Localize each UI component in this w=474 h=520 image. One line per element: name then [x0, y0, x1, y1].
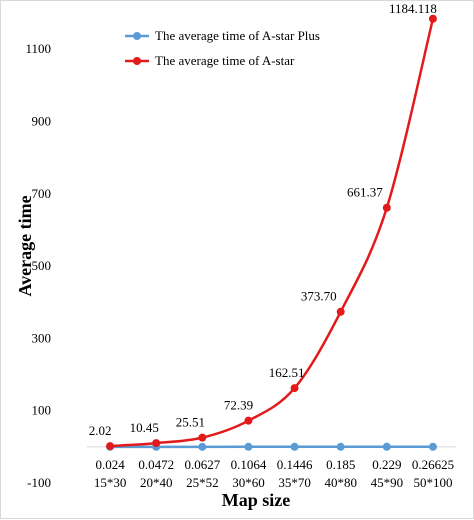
- x-tick-label: 0.0627: [184, 457, 220, 472]
- point-astar: [244, 417, 252, 425]
- x-tick-label: 0.0472: [138, 457, 174, 472]
- data-label: 162.51: [269, 365, 305, 380]
- x-tick-sublabel: 35*70: [278, 475, 311, 490]
- point-astar-plus: [291, 443, 299, 451]
- x-tick-sublabel: 30*60: [232, 475, 265, 490]
- data-label: 10.45: [130, 420, 159, 435]
- series-line-astar: [110, 19, 433, 446]
- point-astar-plus: [198, 443, 206, 451]
- point-astar-plus: [337, 443, 345, 451]
- legend-entry-label: The average time of A-star Plus: [155, 28, 320, 43]
- x-tick-sublabel: 15*30: [94, 475, 127, 490]
- legend-marker: [133, 57, 141, 65]
- data-label: 661.37: [347, 185, 383, 200]
- y-tick-label: -100: [27, 475, 51, 490]
- point-astar-plus: [383, 443, 391, 451]
- x-tick-sublabel: 25*52: [186, 475, 219, 490]
- series-points-group: [106, 15, 437, 451]
- y-axis-title: Average time: [15, 195, 35, 296]
- legend-entry-label: The average time of A-star: [155, 53, 295, 68]
- point-astar: [152, 439, 160, 447]
- x-axis-title: Map size: [222, 490, 290, 510]
- point-astar: [383, 204, 391, 212]
- x-tick-label: 0.229: [372, 457, 401, 472]
- x-tick-label: 0.1446: [277, 457, 313, 472]
- x-tick-label: 0.1064: [231, 457, 267, 472]
- series-lines-group: [110, 19, 433, 447]
- data-label: 2.02: [89, 423, 112, 438]
- data-label: 72.39: [224, 398, 253, 413]
- y-tick-label: 900: [32, 113, 52, 128]
- x-tick-label: 0.024: [95, 457, 125, 472]
- x-tick-sublabel: 20*40: [140, 475, 173, 490]
- legend: The average time of A-star Plus The avera…: [125, 28, 320, 68]
- data-label: 1184.118: [389, 1, 437, 16]
- x-tick-sublabel: 40*80: [324, 475, 357, 490]
- point-astar: [291, 384, 299, 392]
- point-astar: [198, 434, 206, 442]
- point-astar-plus: [429, 443, 437, 451]
- point-astar: [106, 442, 114, 450]
- x-tick-label: 0.185: [326, 457, 355, 472]
- y-tick-label: 300: [32, 330, 52, 345]
- data-label: 373.70: [301, 289, 337, 304]
- x-tick-label: 0.26625: [412, 457, 454, 472]
- legend-marker: [133, 32, 141, 40]
- data-label: 25.51: [176, 415, 205, 430]
- point-astar-plus: [244, 443, 252, 451]
- point-astar: [429, 15, 437, 23]
- y-tick-label: 1100: [25, 41, 51, 56]
- x-tick-sublabel: 50*100: [413, 475, 452, 490]
- x-tick-sublabel: 45*90: [371, 475, 404, 490]
- point-astar: [337, 308, 345, 316]
- y-tick-label: 100: [32, 403, 52, 418]
